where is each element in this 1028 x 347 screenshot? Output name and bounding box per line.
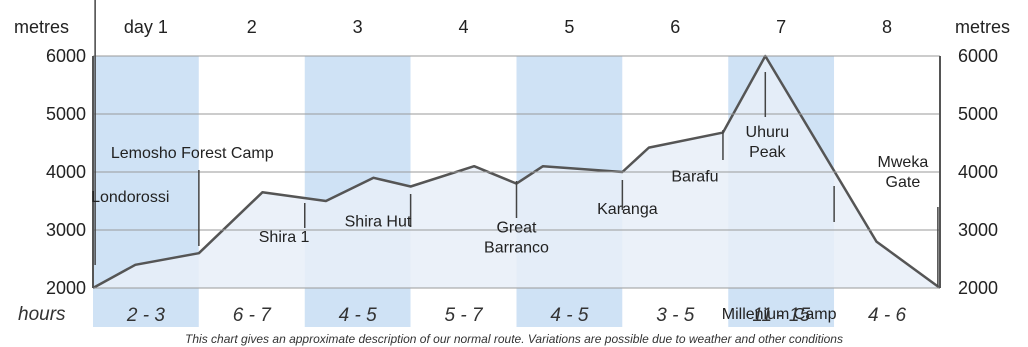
day-label-8: 8 xyxy=(882,17,892,37)
stop-label-4-0: Great xyxy=(496,220,537,237)
day-label-3: 3 xyxy=(353,17,363,37)
stop-label-7-0: Uhuru xyxy=(746,124,790,141)
hours-day-8: 4 - 6 xyxy=(868,305,906,326)
ytick-right-6000: 6000 xyxy=(958,46,998,66)
hours-day-2: 6 - 7 xyxy=(233,305,272,326)
ytick-right-3000: 3000 xyxy=(958,220,998,240)
day-label-4: 4 xyxy=(459,17,469,37)
stop-label-7-1: Peak xyxy=(749,144,786,161)
hours-day-7: 11 - 15 xyxy=(752,305,810,326)
stop-label-1-0: Lemosho Forest Camp xyxy=(111,145,274,162)
ytick-right-5000: 5000 xyxy=(958,104,998,124)
axes xyxy=(92,56,941,288)
ytick-left-4000: 4000 xyxy=(46,162,86,182)
ylabel-right: metres xyxy=(955,17,1010,37)
stop-label-5-0: Karanga xyxy=(597,201,658,218)
hours-day-5: 4 - 5 xyxy=(550,305,588,326)
day-label-1: day 1 xyxy=(124,17,168,37)
stop-label-4-1: Barranco xyxy=(484,240,549,257)
ytick-left-3000: 3000 xyxy=(46,220,86,240)
hours-day-4: 5 - 7 xyxy=(445,305,484,326)
stop-label-3-0: Shira Hut xyxy=(345,214,412,231)
hours-label: hours xyxy=(18,304,66,325)
hours-day-6: 3 - 5 xyxy=(656,305,694,326)
stop-label-9-0: Mweka xyxy=(878,154,929,171)
ylabel-left: metres xyxy=(14,17,69,37)
ytick-right-4000: 4000 xyxy=(958,162,998,182)
altitude-line xyxy=(92,54,941,290)
ytick-left-2000: 2000 xyxy=(46,278,86,298)
ytick-right-2000: 2000 xyxy=(958,278,998,298)
hours-day-3: 4 - 5 xyxy=(339,305,377,326)
day-label-6: 6 xyxy=(670,17,680,37)
chart-labels: Londorossi Lemosho Forest Camp Shira 1 Shir… xyxy=(14,17,1010,346)
stop-label-6-0: Barafu xyxy=(671,169,718,186)
day-label-7: 7 xyxy=(776,17,786,37)
stop-label-2-0: Shira 1 xyxy=(259,229,310,246)
chart-note: This chart gives an approximate descript… xyxy=(185,332,843,346)
ytick-left-6000: 6000 xyxy=(46,46,86,66)
stop-markers xyxy=(94,0,939,286)
stop-label-0-0: Londorossi xyxy=(91,189,169,206)
stop-label-8-0: Millenium Camp xyxy=(722,306,837,323)
stop-label-9-1: Gate xyxy=(886,174,921,191)
gridlines xyxy=(93,55,940,289)
ytick-left-5000: 5000 xyxy=(46,104,86,124)
day-label-5: 5 xyxy=(564,17,574,37)
day-label-2: 2 xyxy=(247,17,257,37)
hours-day-1: 2 - 3 xyxy=(126,305,165,326)
